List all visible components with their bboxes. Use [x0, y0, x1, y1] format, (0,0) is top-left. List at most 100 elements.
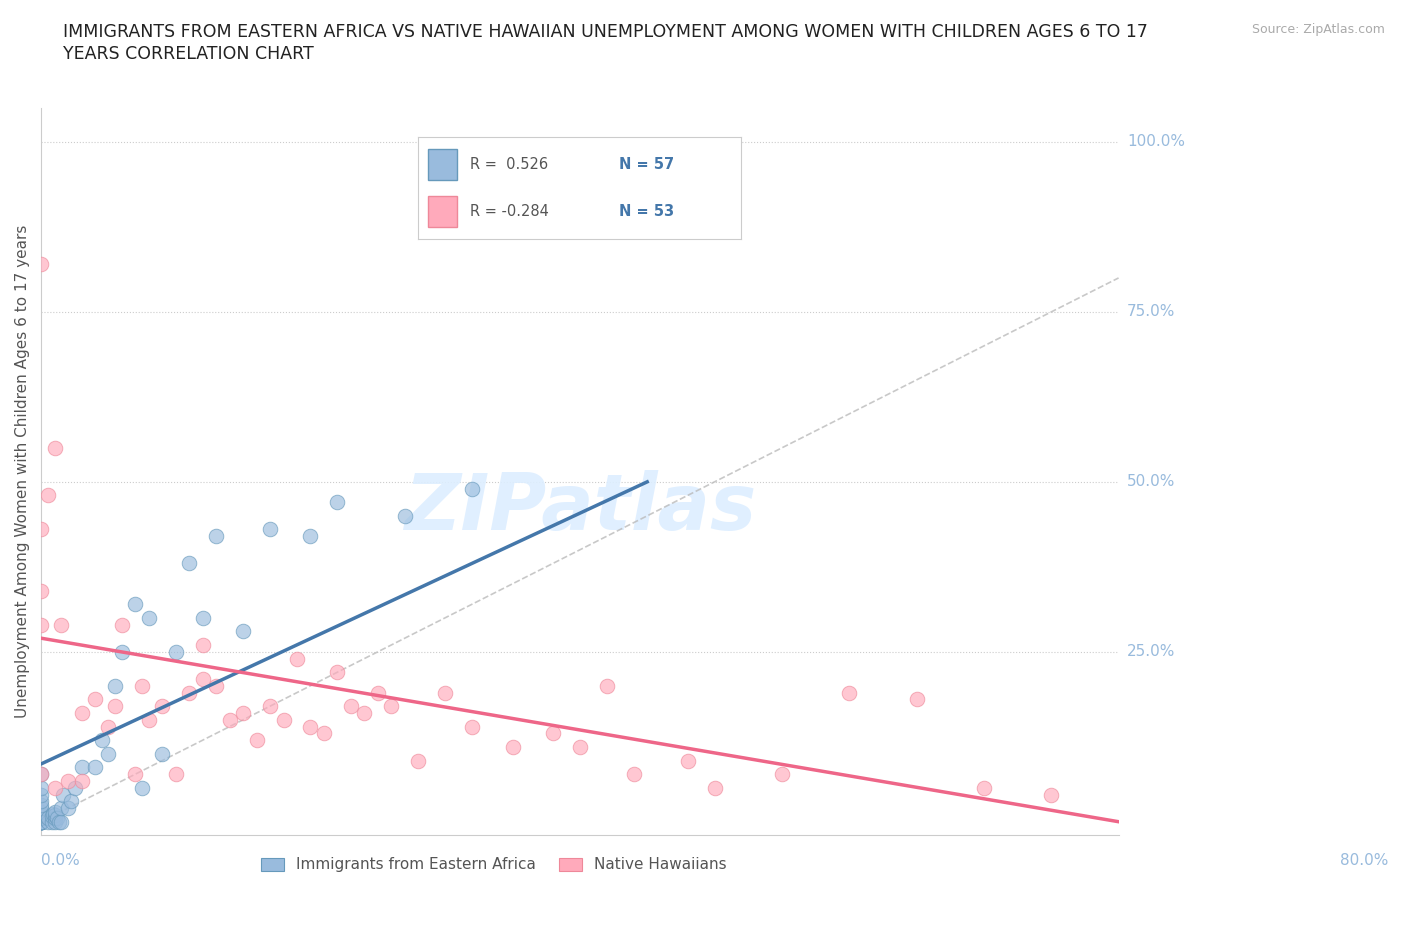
Point — [30, 811, 52, 826]
Text: ZIPatlas: ZIPatlas — [404, 470, 756, 546]
Point — [150, 746, 173, 761]
Text: 25.0%: 25.0% — [1128, 644, 1175, 659]
Point — [59, 794, 82, 809]
Point — [191, 671, 214, 686]
Point — [30, 815, 52, 830]
Point — [191, 638, 214, 653]
Point — [30, 815, 52, 830]
Point — [30, 815, 52, 830]
Point — [30, 809, 52, 824]
Point — [232, 624, 254, 639]
Text: 100.0%: 100.0% — [1128, 135, 1185, 150]
Point — [104, 678, 127, 693]
Point — [30, 583, 52, 598]
Text: 0.0%: 0.0% — [41, 854, 80, 869]
Point — [97, 746, 120, 761]
Point — [1040, 787, 1063, 802]
Point — [596, 678, 619, 693]
Text: IMMIGRANTS FROM EASTERN AFRICA VS NATIVE HAWAIIAN UNEMPLOYMENT AMONG WOMEN WITH : IMMIGRANTS FROM EASTERN AFRICA VS NATIVE… — [63, 23, 1149, 41]
Point — [44, 811, 66, 826]
Point — [30, 794, 52, 809]
Point — [51, 815, 73, 830]
Point — [44, 815, 66, 830]
Point — [259, 698, 281, 713]
Point — [326, 495, 349, 510]
Point — [30, 804, 52, 819]
Point — [42, 806, 65, 821]
Point — [30, 815, 52, 830]
Point — [138, 610, 160, 625]
Point — [461, 481, 484, 496]
Point — [41, 809, 63, 824]
Text: YEARS CORRELATION CHART: YEARS CORRELATION CHART — [63, 45, 314, 62]
Point — [51, 618, 73, 632]
Point — [70, 706, 93, 721]
Point — [37, 815, 59, 830]
Point — [131, 678, 153, 693]
Point — [44, 780, 66, 795]
Point — [90, 733, 112, 748]
Point — [111, 644, 134, 659]
Point — [56, 801, 79, 816]
Point — [41, 815, 63, 830]
Text: 50.0%: 50.0% — [1128, 474, 1175, 489]
Point — [37, 488, 59, 503]
Point — [299, 719, 322, 734]
Point — [273, 712, 295, 727]
Point — [37, 811, 59, 826]
Point — [30, 815, 52, 830]
Point — [232, 706, 254, 721]
Point — [406, 753, 429, 768]
Point — [30, 787, 52, 802]
Point — [44, 441, 66, 456]
Point — [111, 618, 134, 632]
Text: Source: ZipAtlas.com: Source: ZipAtlas.com — [1251, 23, 1385, 36]
Point — [179, 685, 201, 700]
Point — [44, 804, 66, 819]
Point — [568, 739, 591, 754]
Point — [502, 739, 524, 754]
Point — [326, 665, 349, 680]
Point — [30, 766, 52, 781]
Point — [30, 257, 52, 272]
Point — [70, 774, 93, 789]
Point — [104, 698, 127, 713]
Point — [84, 760, 107, 775]
Point — [179, 556, 201, 571]
Point — [299, 529, 322, 544]
Y-axis label: Unemployment Among Women with Children Ages 6 to 17 years: Unemployment Among Women with Children A… — [15, 225, 30, 718]
Point — [30, 522, 52, 537]
Point — [30, 806, 52, 821]
Point — [165, 644, 187, 659]
Point — [394, 509, 416, 524]
Legend: Immigrants from Eastern Africa, Native Hawaiians: Immigrants from Eastern Africa, Native H… — [254, 851, 733, 879]
Point — [63, 780, 86, 795]
Point — [46, 811, 69, 826]
Point — [973, 780, 995, 795]
Point — [905, 692, 928, 707]
Point — [30, 815, 52, 830]
Point — [84, 692, 107, 707]
Point — [138, 712, 160, 727]
Point — [70, 760, 93, 775]
Point — [434, 685, 457, 700]
Point — [246, 733, 269, 748]
Point — [541, 726, 564, 741]
Point — [380, 698, 402, 713]
Point — [461, 719, 484, 734]
Point — [353, 706, 375, 721]
Point — [367, 685, 389, 700]
Point — [30, 815, 52, 830]
Point — [30, 807, 52, 822]
Point — [165, 766, 187, 781]
Point — [97, 719, 120, 734]
Text: 80.0%: 80.0% — [1340, 854, 1388, 869]
Point — [205, 678, 228, 693]
Point — [150, 698, 173, 713]
Point — [623, 766, 645, 781]
Point — [30, 815, 52, 830]
Point — [676, 753, 699, 768]
Point — [30, 780, 52, 795]
Point — [30, 801, 52, 816]
Point — [131, 780, 153, 795]
